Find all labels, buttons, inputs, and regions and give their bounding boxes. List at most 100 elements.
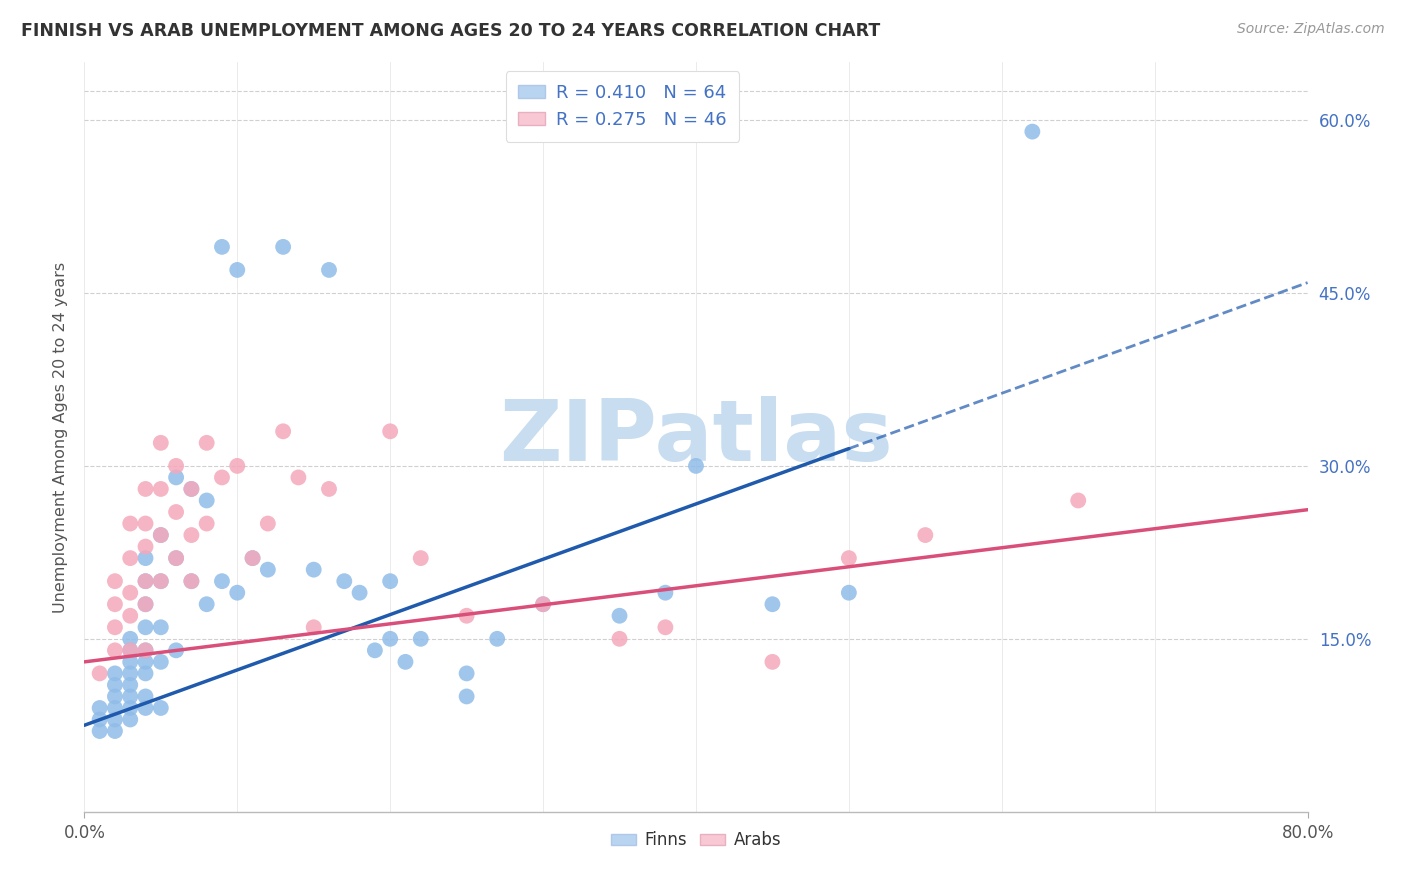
Point (104, 690, 127, 704)
Point (364, 643, 387, 657)
Point (89, 724, 111, 739)
Point (302, 563, 325, 577)
Point (531, 597, 554, 611)
Legend: Finns, Arabs: Finns, Arabs (605, 824, 787, 855)
Point (180, 482, 202, 496)
Point (120, 608, 142, 623)
Point (180, 482, 202, 496)
Point (149, 574, 172, 589)
Point (135, 540, 157, 554)
Point (135, 666, 157, 681)
Point (226, 458, 249, 473)
Point (135, 643, 157, 657)
Point (104, 574, 127, 589)
Point (349, 585, 371, 599)
Text: Source: ZipAtlas.com: Source: ZipAtlas.com (1237, 22, 1385, 37)
Point (104, 666, 127, 681)
Point (120, 713, 142, 727)
Point (271, 240, 294, 254)
Point (149, 655, 172, 669)
Point (257, 563, 280, 577)
Point (120, 655, 142, 669)
Point (104, 620, 127, 634)
Point (135, 516, 157, 531)
Point (195, 516, 218, 531)
Point (165, 470, 187, 484)
Point (195, 435, 218, 450)
Point (456, 608, 478, 623)
Point (149, 482, 172, 496)
Point (120, 643, 142, 657)
Point (456, 690, 478, 704)
Point (135, 574, 157, 589)
Point (242, 551, 264, 566)
Point (120, 678, 142, 692)
Point (165, 551, 187, 566)
Point (149, 528, 172, 542)
Point (318, 263, 340, 277)
Point (135, 597, 157, 611)
Point (211, 240, 233, 254)
Text: ZIPatlas: ZIPatlas (499, 395, 893, 479)
Point (226, 585, 249, 599)
Point (394, 655, 416, 669)
Point (149, 574, 172, 589)
Point (104, 643, 127, 657)
Point (89, 666, 111, 681)
Point (165, 643, 187, 657)
Point (302, 620, 325, 634)
Point (135, 551, 157, 566)
Point (165, 458, 187, 473)
Point (531, 597, 554, 611)
Point (135, 620, 157, 634)
Point (380, 632, 402, 646)
Point (180, 528, 202, 542)
Point (685, 458, 707, 473)
Point (914, 528, 936, 542)
Point (120, 666, 142, 681)
Point (149, 435, 172, 450)
Point (211, 574, 233, 589)
Point (654, 585, 676, 599)
Point (120, 585, 142, 599)
Point (89, 701, 111, 715)
Point (149, 528, 172, 542)
Point (135, 690, 157, 704)
Point (120, 551, 142, 566)
Point (104, 597, 127, 611)
Point (257, 516, 280, 531)
Point (135, 597, 157, 611)
Point (318, 482, 340, 496)
Point (609, 632, 631, 646)
Point (180, 574, 202, 589)
Text: FINNISH VS ARAB UNEMPLOYMENT AMONG AGES 20 TO 24 YEARS CORRELATION CHART: FINNISH VS ARAB UNEMPLOYMENT AMONG AGES … (21, 22, 880, 40)
Point (456, 666, 478, 681)
Point (195, 493, 218, 508)
Point (380, 574, 402, 589)
Point (226, 263, 249, 277)
Point (135, 643, 157, 657)
Point (333, 574, 356, 589)
Point (838, 551, 860, 566)
Point (271, 425, 294, 439)
Point (120, 643, 142, 657)
Point (135, 482, 157, 496)
Point (654, 620, 676, 634)
Point (135, 701, 157, 715)
Point (1067, 493, 1090, 508)
Point (409, 551, 432, 566)
Y-axis label: Unemployment Among Ages 20 to 24 years: Unemployment Among Ages 20 to 24 years (52, 261, 67, 613)
Point (761, 655, 783, 669)
Point (104, 678, 127, 692)
Point (761, 597, 783, 611)
Point (180, 574, 202, 589)
Point (120, 690, 142, 704)
Point (89, 713, 111, 727)
Point (165, 551, 187, 566)
Point (149, 620, 172, 634)
Point (380, 425, 402, 439)
Point (104, 724, 127, 739)
Point (149, 701, 172, 715)
Point (135, 655, 157, 669)
Point (838, 585, 860, 599)
